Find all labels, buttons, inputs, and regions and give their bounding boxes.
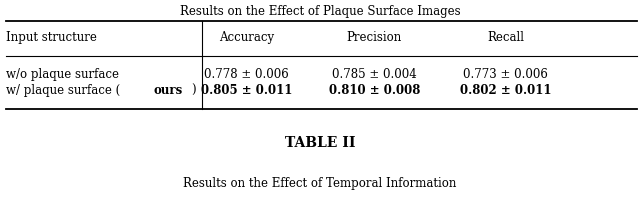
Text: 0.773 ± 0.006: 0.773 ± 0.006 (463, 68, 548, 81)
Text: w/o plaque surface: w/o plaque surface (6, 68, 120, 81)
Text: Input structure: Input structure (6, 31, 97, 44)
Text: Accuracy: Accuracy (219, 31, 274, 44)
Text: ): ) (191, 84, 196, 97)
Text: Precision: Precision (347, 31, 402, 44)
Text: 0.805 ± 0.011: 0.805 ± 0.011 (201, 84, 292, 97)
Text: 0.778 ± 0.006: 0.778 ± 0.006 (204, 68, 289, 81)
Text: w/ plaque surface (: w/ plaque surface ( (6, 84, 121, 97)
Text: Results on the Effect of Temporal Information: Results on the Effect of Temporal Inform… (183, 177, 457, 190)
Text: Results on the Effect of Plaque Surface Images: Results on the Effect of Plaque Surface … (180, 5, 460, 18)
Text: 0.802 ± 0.011: 0.802 ± 0.011 (460, 84, 551, 97)
Text: 0.810 ± 0.008: 0.810 ± 0.008 (329, 84, 420, 97)
Text: Recall: Recall (487, 31, 524, 44)
Text: TABLE II: TABLE II (285, 136, 355, 150)
Text: ours: ours (154, 84, 183, 97)
Text: 0.785 ± 0.004: 0.785 ± 0.004 (332, 68, 417, 81)
